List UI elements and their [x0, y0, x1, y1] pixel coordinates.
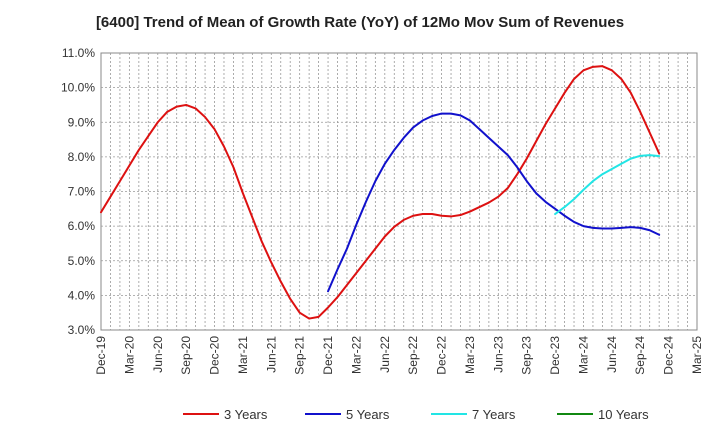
x-tick-label: Mar-20	[122, 336, 136, 374]
y-tick-label: 4.0%	[68, 288, 96, 302]
x-tick-label: Jun-20	[151, 336, 165, 373]
x-tick-label: Dec-22	[435, 336, 449, 375]
x-tick-label: Sep-20	[179, 336, 193, 375]
x-tick-label: Jun-22	[378, 336, 392, 373]
x-tick-label: Sep-23	[520, 336, 534, 375]
y-tick-label: 3.0%	[68, 323, 96, 337]
series-line-3-years	[100, 65, 661, 320]
x-tick-label: Mar-21	[236, 336, 250, 374]
y-tick-label: 9.0%	[68, 115, 96, 129]
x-tick-label: Dec-19	[94, 336, 108, 375]
series-line-7-years	[554, 154, 661, 216]
x-tick-label: Mar-23	[463, 336, 477, 374]
x-tick-label: Sep-21	[293, 336, 307, 375]
axis-ticks: 3.0% 4.0% 5.0% 6.0% 7.0% 8.0% 9.0% 10.0% 11.0% De…	[61, 46, 704, 375]
x-tick-label: Jun-24	[605, 336, 619, 373]
legend-label-7-years: 7 Years	[472, 407, 516, 422]
series-line-5-years	[327, 112, 661, 293]
x-tick-label: Mar-22	[349, 336, 363, 374]
legend: 3 Years 5 Years 7 Years 10 Years	[183, 407, 649, 422]
grid	[101, 53, 697, 330]
y-tick-label: 8.0%	[68, 150, 96, 164]
x-tick-label: Dec-21	[321, 336, 335, 375]
legend-label-10-years: 10 Years	[598, 407, 649, 422]
x-tick-label: Sep-22	[406, 336, 420, 375]
x-tick-label: Dec-24	[662, 336, 676, 375]
y-tick-label: 6.0%	[68, 219, 96, 233]
legend-label-3-years: 3 Years	[224, 407, 268, 422]
x-tick-label: Mar-24	[576, 336, 590, 374]
y-tick-label: 11.0%	[62, 46, 95, 60]
series-lines	[100, 65, 661, 320]
legend-label-5-years: 5 Years	[346, 407, 390, 422]
chart-title: [6400] Trend of Mean of Growth Rate (YoY…	[95, 14, 625, 31]
x-tick-label: Mar-25	[690, 336, 704, 374]
x-tick-label: Jun-21	[264, 336, 278, 373]
y-tick-label: 5.0%	[68, 254, 96, 268]
y-tick-label: 10.0%	[61, 81, 95, 95]
x-tick-label: Dec-23	[548, 336, 562, 375]
x-tick-label: Dec-20	[208, 336, 222, 375]
y-tick-label: 7.0%	[68, 185, 96, 199]
x-tick-label: Sep-24	[633, 336, 647, 375]
x-tick-label: Jun-23	[491, 336, 505, 373]
